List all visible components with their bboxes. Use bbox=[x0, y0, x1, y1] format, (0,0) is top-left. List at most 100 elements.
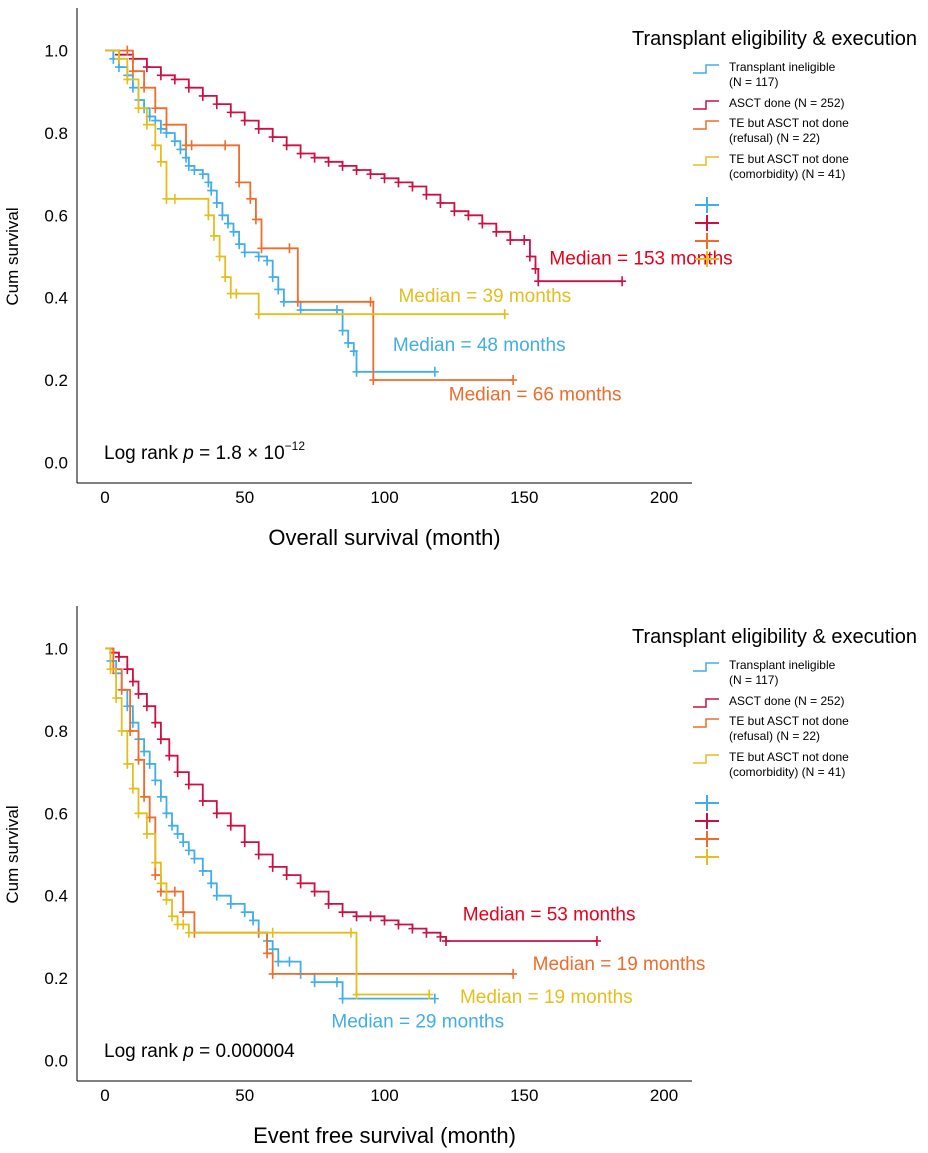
censor-mark bbox=[156, 70, 165, 81]
censor-mark bbox=[128, 66, 137, 77]
censor-mark bbox=[430, 993, 439, 1004]
censor-mark bbox=[226, 898, 235, 909]
censor-mark bbox=[296, 148, 305, 159]
censor-mark bbox=[176, 144, 185, 155]
y-tick-label: 0.8 bbox=[44, 722, 68, 741]
y-tick-label: 0.8 bbox=[44, 124, 68, 143]
censor-mark bbox=[173, 828, 182, 839]
x-tick-label: 150 bbox=[510, 488, 538, 507]
legend-label: Transplant ineligible bbox=[729, 60, 836, 74]
censor-mark bbox=[179, 837, 188, 848]
survival-panel-2: 0 50 100 150 200 0.0 0.2 0.4 0.6 0.8 1.0 Event free… bbox=[3, 606, 917, 1148]
censor-mark bbox=[506, 235, 515, 246]
censor-mark bbox=[310, 977, 319, 988]
legend-censor-icon bbox=[695, 251, 719, 267]
censor-mark bbox=[212, 808, 221, 819]
censor-mark bbox=[156, 734, 165, 745]
censor-mark bbox=[162, 808, 171, 819]
censor-mark bbox=[198, 795, 207, 806]
legend-censor-icon bbox=[695, 197, 719, 213]
log-rank-label: Log rank bbox=[104, 1041, 183, 1062]
censor-mark bbox=[142, 119, 151, 130]
censor-mark bbox=[268, 132, 277, 143]
log-rank-annotation: Log rank p = 1.8 × 10−12 bbox=[104, 439, 305, 464]
x-tick-label: 50 bbox=[235, 488, 254, 507]
legend-label-line2: (N = 117) bbox=[729, 673, 778, 687]
legend-step-icon bbox=[693, 718, 719, 728]
censor-mark bbox=[464, 210, 473, 221]
censor-mark bbox=[184, 779, 193, 790]
censor-mark bbox=[198, 865, 207, 876]
x-tick-label: 200 bbox=[650, 488, 678, 507]
legend-label-line2: (refusal) (N = 22) bbox=[729, 729, 820, 743]
censor-mark bbox=[165, 750, 174, 761]
y-tick-label: 0.6 bbox=[44, 206, 68, 225]
legend-step-icon bbox=[693, 156, 719, 166]
median-label-ineligible: Median = 48 months bbox=[393, 335, 566, 356]
censor-mark bbox=[151, 857, 160, 868]
censor-mark bbox=[162, 193, 171, 204]
censor-mark bbox=[349, 346, 358, 357]
censor-mark bbox=[268, 861, 277, 872]
censor-mark bbox=[366, 911, 375, 922]
median-label-asct: Median = 153 months bbox=[549, 249, 732, 270]
log-rank-label: Log rank bbox=[104, 443, 183, 464]
legend-censor-icon bbox=[695, 831, 719, 847]
censor-mark bbox=[246, 193, 255, 204]
censor-mark bbox=[212, 890, 221, 901]
censor-mark bbox=[282, 870, 291, 881]
censor-mark bbox=[268, 272, 277, 283]
censor-mark bbox=[263, 948, 272, 959]
survival-curve-asct bbox=[105, 49, 623, 283]
x-axis-title: Event free survival (month) bbox=[253, 1123, 516, 1148]
censor-mark bbox=[338, 325, 347, 336]
censor-mark bbox=[145, 758, 154, 769]
y-tick-label: 0.4 bbox=[44, 887, 68, 906]
legend: Transplant ineligible(N = 117) ASCT done … bbox=[693, 60, 849, 267]
censor-mark bbox=[134, 103, 143, 114]
legend: Transplant ineligible(N = 117) ASCT done … bbox=[693, 658, 849, 865]
censor-mark bbox=[436, 197, 445, 208]
legend-label: TE but ASCT not done bbox=[729, 714, 849, 728]
censor-mark bbox=[366, 296, 375, 307]
censor-mark bbox=[274, 284, 283, 295]
censor-mark bbox=[520, 235, 529, 246]
legend-label-line2: (N = 117) bbox=[729, 75, 778, 89]
censor-mark bbox=[184, 845, 193, 856]
censor-mark bbox=[187, 140, 196, 151]
censor-mark bbox=[274, 956, 283, 967]
censor-mark bbox=[618, 276, 627, 287]
y-axis-title: Cum survival bbox=[3, 207, 22, 305]
censor-mark bbox=[324, 156, 333, 167]
censor-mark bbox=[128, 676, 137, 687]
y-tick-label: 0.2 bbox=[44, 969, 68, 988]
censor-mark bbox=[215, 251, 224, 262]
censor-mark bbox=[140, 82, 149, 93]
p-symbol: p bbox=[182, 1041, 194, 1062]
censor-mark bbox=[123, 74, 132, 85]
censor-mark bbox=[123, 664, 132, 675]
censor-mark bbox=[380, 915, 389, 926]
censor-mark bbox=[134, 808, 143, 819]
log-rank-annotation: Log rank p = 0.000004 bbox=[104, 1041, 295, 1062]
censor-mark bbox=[369, 375, 378, 386]
y-tick-label: 0.2 bbox=[44, 371, 68, 390]
censor-mark bbox=[531, 263, 540, 274]
censor-mark bbox=[422, 927, 431, 938]
censor-mark bbox=[285, 243, 294, 254]
censor-mark bbox=[310, 152, 319, 163]
censor-mark bbox=[151, 103, 160, 114]
censor-mark bbox=[285, 956, 294, 967]
x-tick-label: 50 bbox=[235, 1086, 254, 1105]
censor-mark bbox=[380, 173, 389, 184]
censor-mark bbox=[198, 169, 207, 180]
y-tick-label: 0.0 bbox=[44, 453, 68, 472]
censor-mark bbox=[254, 849, 263, 860]
censor-mark bbox=[151, 717, 160, 728]
censor-mark bbox=[151, 775, 160, 786]
survival-curve-comorbidity bbox=[105, 49, 505, 316]
censor-mark bbox=[338, 993, 347, 1004]
censor-mark bbox=[240, 907, 249, 918]
censor-mark bbox=[140, 791, 149, 802]
